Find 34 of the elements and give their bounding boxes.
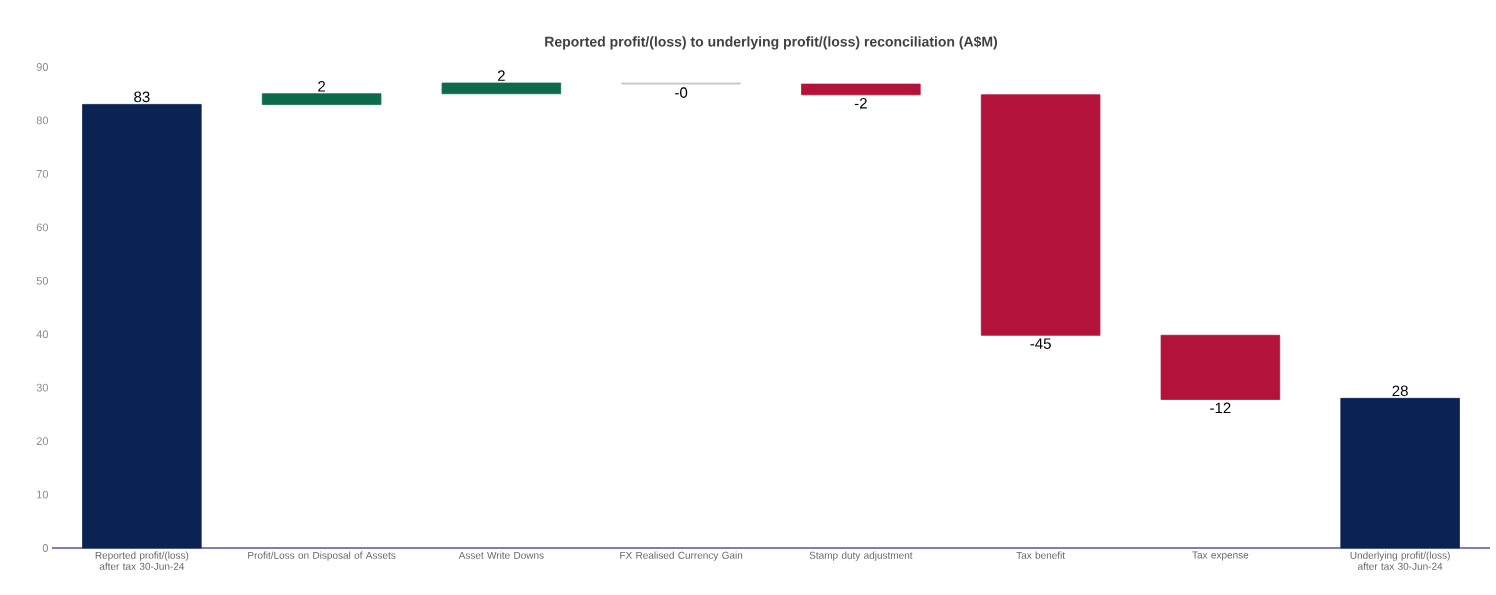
y-tick-label: 20 [36, 437, 49, 446]
x-tick-label: Stamp duty adjustment [809, 551, 913, 561]
data-label: -12 [1210, 402, 1231, 414]
x-tick-label: Tax expense [1192, 551, 1249, 561]
y-tick-label: 30 [36, 383, 49, 392]
x-tick-label: Underlying profit/(loss) after tax 30-Jun-24 [1350, 551, 1450, 570]
data-label: 2 [318, 81, 326, 92]
data-label: -45 [1030, 338, 1051, 349]
data-label: -0 [675, 87, 688, 98]
bar [980, 94, 1101, 336]
data-label: 28 [1392, 385, 1408, 397]
bar [82, 104, 202, 549]
x-tick-label: FX Realised Currency Gain [620, 551, 743, 561]
y-tick-label: 10 [37, 490, 49, 499]
bar [261, 93, 382, 105]
x-tick-label: Reported profit/(loss) after tax 30-Jun-24 [95, 551, 189, 570]
data-label: -2 [854, 97, 867, 109]
data-label: 83 [134, 91, 150, 103]
y-tick-label: 80 [36, 116, 49, 125]
chart-title: Reported profit/(loss) to underlying profit/(loss) reconciliation (A$M) [545, 36, 998, 50]
y-tick-label: 40 [36, 330, 49, 339]
y-tick-label: 70 [36, 170, 49, 178]
bar [801, 83, 921, 96]
x-tick-label: Asset Write Downs [458, 551, 544, 559]
bar [1160, 334, 1281, 400]
x-tick-label: Tax benefit [1016, 551, 1066, 559]
data-label: 2 [497, 70, 505, 81]
y-tick-label: 0 [42, 544, 49, 552]
y-tick-label: 50 [36, 276, 49, 285]
bar [1340, 397, 1460, 549]
y-tick-label: 60 [36, 223, 49, 232]
y-tick-label: 90 [36, 63, 49, 71]
bar [441, 82, 562, 95]
x-tick-label: Profit/Loss on Disposal of Assets [248, 551, 396, 561]
